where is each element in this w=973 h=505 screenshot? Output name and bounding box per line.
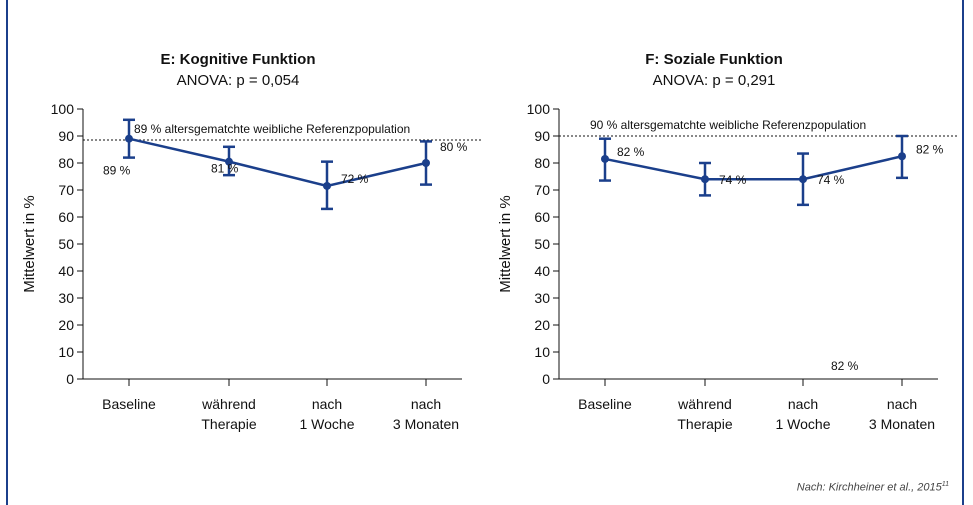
y-tick-label: 100 [527, 101, 551, 117]
y-tick-label: 0 [542, 371, 550, 387]
series-line [604, 155, 903, 181]
chart-title: F: Soziale Funktion [645, 51, 783, 68]
source-footnote: 11 [941, 481, 949, 488]
source-text: Nach: Kirchheiner et al., 2015 [796, 481, 942, 494]
data-point [422, 159, 430, 167]
y-tick-label: 50 [534, 236, 550, 252]
chart-cognitive-function: E: Kognitive Funktion ANOVA: p = 0,054 0 10… [21, 51, 482, 432]
x-category-label: 3 Monaten [869, 416, 935, 432]
y-tick-label: 100 [51, 101, 75, 117]
y-tick-label: 80 [534, 155, 550, 171]
data-label: 82 % [617, 145, 645, 159]
data-point [225, 157, 233, 166]
data-label: 72 % [341, 172, 369, 186]
data-point [701, 175, 709, 184]
chart-social-function: F: Soziale Funktion ANOVA: p = 0,291 0 10 20… [497, 51, 958, 432]
chart-subtitle: ANOVA: p = 0,054 [177, 72, 300, 89]
y-tick-label: 20 [58, 317, 74, 333]
y-tick-label: 30 [58, 290, 74, 306]
y-tick-label: 0 [66, 371, 74, 387]
data-label: 74 % [719, 173, 747, 187]
x-category-label: 3 Monaten [393, 416, 459, 432]
data-label: 89 % [103, 164, 131, 178]
x-category-label: nach [788, 396, 818, 412]
y-tick-label: 80 [58, 155, 74, 171]
y-tick-label: 10 [534, 344, 550, 360]
x-category-label: nach [312, 396, 342, 412]
x-category-label: nach [887, 396, 917, 412]
x-category-label: während [677, 396, 732, 412]
x-category-label: 1 Woche [300, 416, 355, 432]
x-category-label: nach [411, 396, 441, 412]
x-category-label: Therapie [677, 416, 732, 432]
y-tick-label: 40 [58, 263, 74, 279]
extra-data-label: 82 % [831, 359, 859, 373]
data-label: 81 % [211, 162, 239, 176]
data-point [898, 152, 906, 161]
series-line [128, 137, 427, 188]
frame-left-border [6, 0, 8, 505]
y-tick-label: 50 [58, 236, 74, 252]
y-tick-label: 40 [534, 263, 550, 279]
data-label: 80 % [440, 140, 468, 154]
data-point [125, 134, 133, 143]
y-tick-label: 70 [58, 182, 74, 198]
y-tick-label: 90 [58, 128, 74, 144]
data-point [601, 154, 609, 163]
y-axis-label: Mittelwert in % [497, 195, 514, 293]
reference-label: 90 % altersgematchte weibliche Referenzp… [590, 118, 866, 132]
data-label: 82 % [916, 142, 944, 156]
y-tick-label: 10 [58, 344, 74, 360]
y-axis-label: Mittelwert in % [21, 195, 38, 293]
y-tick-label: 60 [58, 209, 74, 225]
source-note: Nach: Kirchheiner et al., 201511 [797, 481, 949, 494]
y-tick-label: 20 [534, 317, 550, 333]
data-point [323, 181, 331, 190]
chart-subtitle: ANOVA: p = 0,291 [653, 72, 776, 89]
x-category-label: 1 Woche [776, 416, 831, 432]
y-tick-label: 70 [534, 182, 550, 198]
data-label: 74 % [817, 173, 845, 187]
x-category-label: während [201, 396, 256, 412]
x-category-label: Baseline [578, 396, 632, 412]
chart-title: E: Kognitive Funktion [161, 51, 316, 68]
y-tick-label: 60 [534, 209, 550, 225]
y-tick-label: 90 [534, 128, 550, 144]
reference-label: 89 % altersgematchte weibliche Referenzp… [134, 122, 410, 136]
x-category-label: Baseline [102, 396, 156, 412]
frame-right-border [962, 0, 964, 505]
data-point [799, 175, 807, 184]
y-tick-label: 30 [534, 290, 550, 306]
x-category-label: Therapie [201, 416, 256, 432]
